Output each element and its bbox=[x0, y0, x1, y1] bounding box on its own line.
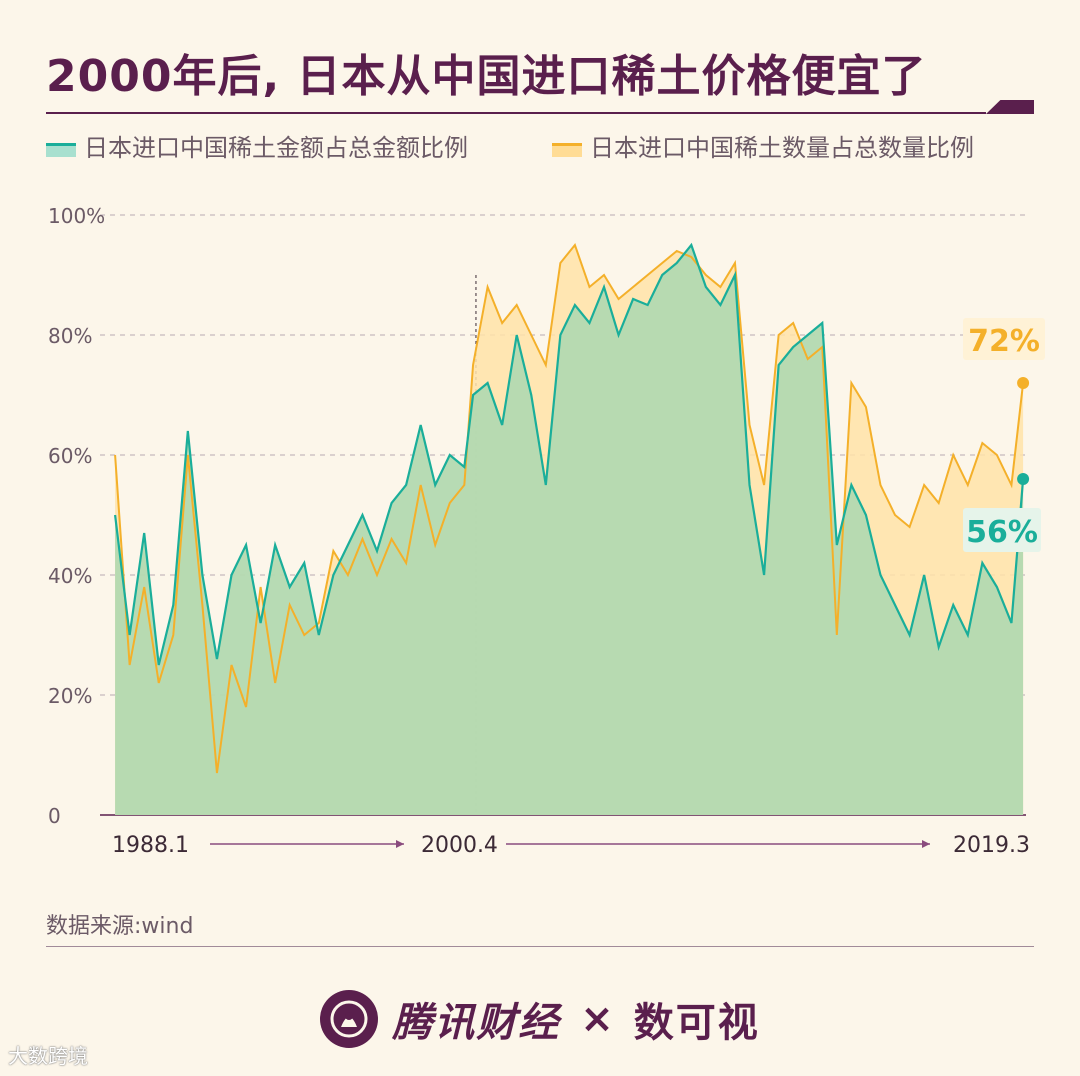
amount-share-area bbox=[115, 245, 1024, 815]
footer-brand-bar: 腾讯财经 × 数可视 bbox=[0, 984, 1080, 1054]
source-divider bbox=[46, 946, 1034, 947]
y-tick-label: 100% bbox=[48, 204, 105, 228]
y-tick-label: 40% bbox=[48, 564, 92, 588]
amount-label-box bbox=[963, 508, 1041, 552]
y-tick-label: 60% bbox=[48, 444, 92, 468]
corner-watermark: 大数跨境 bbox=[8, 1044, 88, 1068]
x-tick-label: 1988.1 bbox=[112, 833, 189, 858]
amount-share-end-label: 56% bbox=[966, 515, 1038, 550]
footer-times-sign: × bbox=[580, 996, 614, 1042]
end-value-labels: 72% 56% bbox=[963, 318, 1045, 552]
chart-area: 0 20% 40% 60% 80% 100% 1988.1 2000.4 2019.3 72% 5… bbox=[48, 204, 1045, 858]
amount-share-line bbox=[113, 242, 1025, 666]
y-tick-label: 20% bbox=[48, 684, 92, 708]
legend-swatch-orange bbox=[552, 142, 582, 157]
footer-partner-name: 数可视 bbox=[633, 1000, 760, 1046]
quantity-share-line bbox=[114, 242, 1025, 774]
quantity-share-end-label: 72% bbox=[968, 324, 1040, 359]
y-tick-label: 80% bbox=[48, 324, 92, 348]
footer-brand-name: 腾讯财经 bbox=[392, 1000, 561, 1046]
y-tick-label: 0 bbox=[48, 804, 61, 828]
legend-item-amount-share: 日本进口中国稀土金额占总金额比例 bbox=[46, 128, 468, 163]
timeline-arrowhead bbox=[396, 840, 404, 848]
legend-item-quantity-share: 日本进口中国稀土数量占总数量比例 bbox=[552, 128, 974, 163]
axis-labels: 0 20% 40% 60% 80% 100% 1988.1 2000.4 2019.3 bbox=[48, 204, 1030, 858]
amount-share-end-point bbox=[1017, 473, 1030, 485]
legend-swatch-teal bbox=[46, 142, 76, 157]
legend-label-amount-share: 日本进口中国稀土金额占总金额比例 bbox=[84, 134, 468, 162]
timeline-arrowhead bbox=[922, 840, 930, 848]
legend-label-quantity-share: 日本进口中国稀土数量占总数量比例 bbox=[590, 134, 974, 162]
x-tick-label: 2019.3 bbox=[953, 833, 1030, 858]
area-fills bbox=[115, 245, 1024, 815]
data-source: 数据来源:wind bbox=[46, 914, 194, 939]
title-underline bbox=[46, 112, 986, 114]
page-title: 2000年后, 日本从中国进口稀土价格便宜了 bbox=[46, 51, 927, 102]
tencent-finance-logo-icon bbox=[320, 990, 379, 1048]
series-lines bbox=[113, 242, 1025, 774]
x-tick-label: 2000.4 bbox=[421, 833, 498, 858]
quantity-share-end-point bbox=[1017, 377, 1030, 389]
quantity-label-box bbox=[963, 318, 1045, 360]
title-corner-tab bbox=[986, 100, 1034, 114]
